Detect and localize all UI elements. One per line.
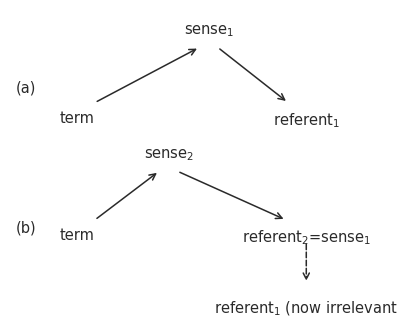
- Text: sense$_2$: sense$_2$: [144, 147, 194, 163]
- Text: referent$_1$: referent$_1$: [273, 111, 340, 129]
- Text: referent$_1$ (now irrelevant: referent$_1$ (now irrelevant: [214, 300, 398, 318]
- Text: sense$_1$: sense$_1$: [185, 23, 235, 39]
- Text: term: term: [59, 111, 94, 126]
- Text: referent$_2$=sense$_1$: referent$_2$=sense$_1$: [242, 228, 371, 247]
- Text: (a): (a): [16, 81, 37, 96]
- Text: (b): (b): [16, 221, 37, 236]
- Text: term: term: [59, 228, 94, 243]
